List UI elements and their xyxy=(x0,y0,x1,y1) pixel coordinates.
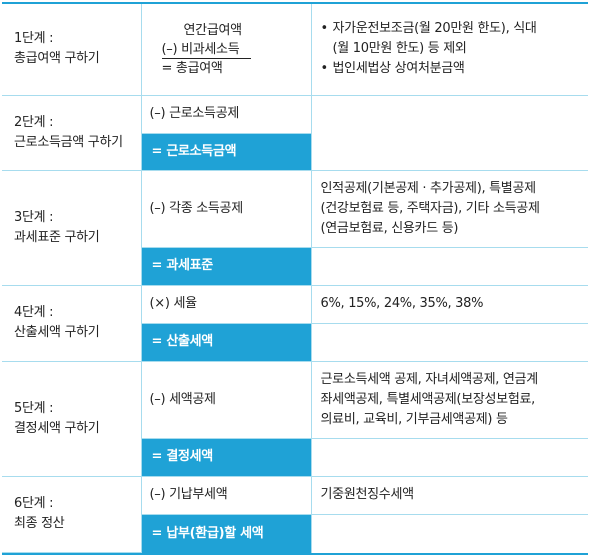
stage-name: 산출세액 구하기 xyxy=(14,325,100,341)
stage-cell: 5단계 : 결정세액 구하기 xyxy=(2,360,142,477)
desc-line: 의료비, 교육비, 기부금세액공제) 등 xyxy=(320,411,508,427)
bullet-dot-icon: • xyxy=(320,61,329,77)
table-row: = 산출세액 xyxy=(2,322,588,362)
desc-line: (건강보험료 등, 주택자금), 기타 소득공제 xyxy=(320,200,540,216)
table-row: 1단계 : 총급여액 구하기 연간급여액 (–) 비과세소득 = 총급여액 • … xyxy=(2,4,588,96)
desc-line: 좌세액공제, 특별세액공제(보장성보험료, xyxy=(320,391,536,407)
stage-cell: 6단계 : 최종 정산 xyxy=(2,475,142,554)
operation-cell: (×) 세율 xyxy=(140,284,312,324)
result-cell: = 결정세액 xyxy=(140,437,312,477)
stage-step: 5단계 : xyxy=(14,400,54,416)
calc-cell: 연간급여액 (–) 비과세소득 = 총급여액 xyxy=(140,4,312,96)
desc-line: 인적공제(기본공제 · 추가공제), 특별공제 xyxy=(320,180,537,196)
desc-cell: 6%, 15%, 24%, 35%, 38% xyxy=(310,284,588,324)
desc-cell: 근로소득세액 공제, 자녀세액공제, 연금계 좌세액공제, 특별세액공제(보장성… xyxy=(310,360,588,439)
stage-name: 결정세액 구하기 xyxy=(14,420,100,436)
desc-cell-empty xyxy=(310,322,588,362)
table-row: = 과세표준 xyxy=(2,246,588,286)
table-row: 3단계 : 과세표준 구하기 (–) 각종 소득공제 인적공제(기본공제 · 추… xyxy=(2,169,588,286)
table-row: 6단계 : 최종 정산 (–) 기납부세액 기중원천징수세액 xyxy=(2,475,588,554)
operation-cell: (–) 세액공제 xyxy=(140,360,312,439)
table-row: 2단계 : 근로소득금액 구하기 (–) 근로소득공제 xyxy=(2,94,588,171)
result-cell: = 근로소득금액 xyxy=(140,132,312,171)
operation-cell: (–) 근로소득공제 xyxy=(140,94,312,134)
desc-cell-empty xyxy=(310,437,588,477)
stage-step: 1단계 : xyxy=(14,31,54,47)
result-cell: = 납부(환급)할 세액 xyxy=(140,513,312,553)
bullet-text-continued: (월 10만원 한도) 등 제외 xyxy=(332,41,467,57)
stage-step: 2단계 : xyxy=(14,114,54,130)
bullet-text: 자가운전보조금(월 20만원 한도), 식대 xyxy=(332,21,537,37)
desc-cell: • 자가운전보조금(월 20만원 한도), 식대 (월 10만원 한도) 등 제… xyxy=(310,4,588,96)
stage-cell: 4단계 : 산출세액 구하기 xyxy=(2,284,142,362)
calc-line: 연간급여액 xyxy=(183,22,243,38)
desc-line: (연금보험료, 신용카드 등) xyxy=(320,220,459,236)
table-row: = 납부(환급)할 세액 xyxy=(2,513,588,553)
tax-calculation-table: 1단계 : 총급여액 구하기 연간급여액 (–) 비과세소득 = 총급여액 • … xyxy=(2,4,588,554)
stage-name: 근로소득금액 구하기 xyxy=(14,134,123,150)
stage-cell: 2단계 : 근로소득금액 구하기 xyxy=(2,94,142,171)
bullet-dot-icon: • xyxy=(320,21,329,37)
stage-step: 6단계 : xyxy=(14,496,54,512)
stage-step: 4단계 : xyxy=(14,305,54,321)
stage-cell: 3단계 : 과세표준 구하기 xyxy=(2,169,142,286)
bullet-item: • 법인세법상 상여처분금액 xyxy=(321,59,581,79)
stage-cell: 1단계 : 총급여액 구하기 xyxy=(2,4,142,96)
result-cell: = 과세표준 xyxy=(140,246,312,286)
table-row: 5단계 : 결정세액 구하기 (–) 세액공제 근로소득세액 공제, 자녀세액공… xyxy=(2,360,588,477)
desc-line: 근로소득세액 공제, 자녀세액공제, 연금계 xyxy=(320,371,539,387)
bullet-text: 법인세법상 상여처분금액 xyxy=(332,61,465,77)
operation-cell: (–) 기납부세액 xyxy=(140,475,312,515)
operation-cell: (–) 각종 소득공제 xyxy=(140,169,312,248)
desc-cell: 기중원천징수세액 xyxy=(310,475,588,515)
bullet-item: • 자가운전보조금(월 20만원 한도), 식대 xyxy=(321,19,581,39)
table-row: 4단계 : 산출세액 구하기 (×) 세율 6%, 15%, 24%, 35%,… xyxy=(2,284,588,362)
stage-step: 3단계 : xyxy=(14,209,54,225)
stage-name: 총급여액 구하기 xyxy=(14,51,100,67)
stage-name: 최종 정산 xyxy=(14,516,65,532)
table-row: = 근로소득금액 xyxy=(2,132,588,171)
desc-cell xyxy=(310,94,588,171)
stage-name: 과세표준 구하기 xyxy=(14,229,100,245)
calc-line-underlined: (–) 비과세소득 xyxy=(161,41,252,59)
result-cell: = 산출세액 xyxy=(140,322,312,362)
desc-cell-empty xyxy=(310,513,588,553)
calc-line: = 총급여액 xyxy=(161,60,223,76)
desc-cell-empty xyxy=(310,246,588,286)
desc-cell: 인적공제(기본공제 · 추가공제), 특별공제 (건강보험료 등, 주택자금),… xyxy=(310,169,588,248)
